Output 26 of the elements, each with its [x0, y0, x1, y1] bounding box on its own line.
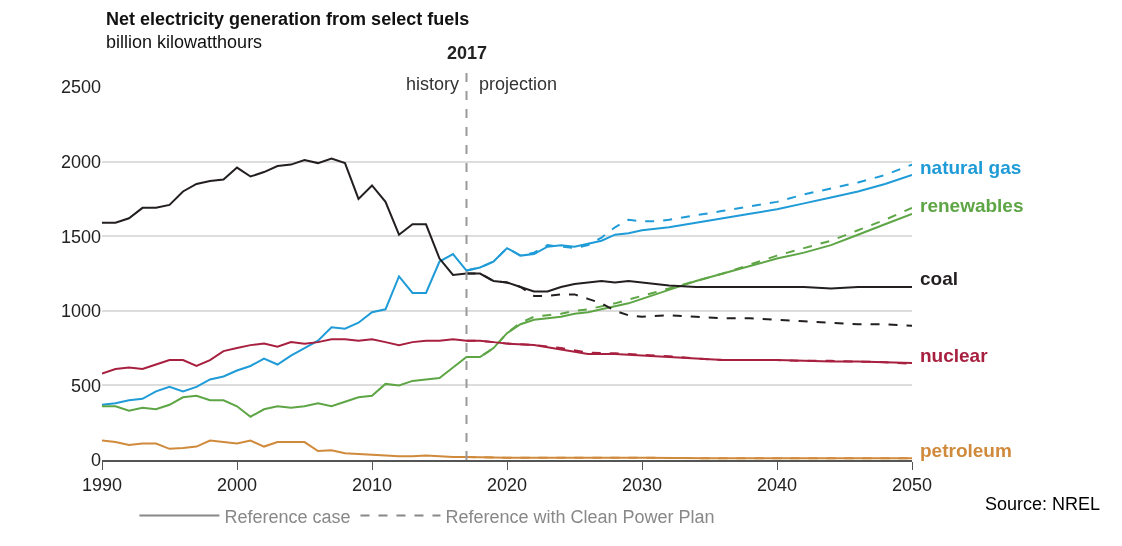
x-tick-label: 2000 — [216, 475, 258, 496]
series-label: renewables — [920, 195, 1024, 216]
source-note: Source: NREL — [985, 494, 1101, 514]
ref-line-label: 2017 — [447, 43, 488, 63]
x-tick-label: 2020 — [486, 475, 528, 496]
y-tick-label: 2000 — [60, 151, 101, 172]
x-tick-label: 2050 — [891, 475, 933, 496]
y-tick-label: 1000 — [60, 301, 101, 322]
y-tick-label: 500 — [70, 375, 101, 396]
series-label: petroleum — [920, 440, 1012, 461]
annotation: history — [406, 74, 460, 94]
text: Reference with Clean Power Plan — [445, 506, 715, 527]
series-label: natural gas — [920, 157, 1022, 178]
annotation: projection — [479, 74, 558, 94]
x-tick-label: 2030 — [621, 475, 663, 496]
y-tick-label: 1500 — [60, 226, 101, 247]
x-tick-label: 1990 — [81, 475, 123, 496]
x-tick-label: 2010 — [351, 475, 393, 496]
y-tick-label: 0 — [90, 450, 101, 471]
chart-title: Net electricity generation from select fuels — [106, 8, 470, 29]
text: Reference case — [224, 506, 351, 527]
chart-subtitle: billion kilowatthours — [106, 31, 263, 52]
series-label: nuclear — [920, 345, 989, 366]
y-tick-label: 2500 — [60, 77, 101, 98]
series-label: coal — [920, 268, 959, 289]
x-tick-label: 2040 — [756, 475, 798, 496]
